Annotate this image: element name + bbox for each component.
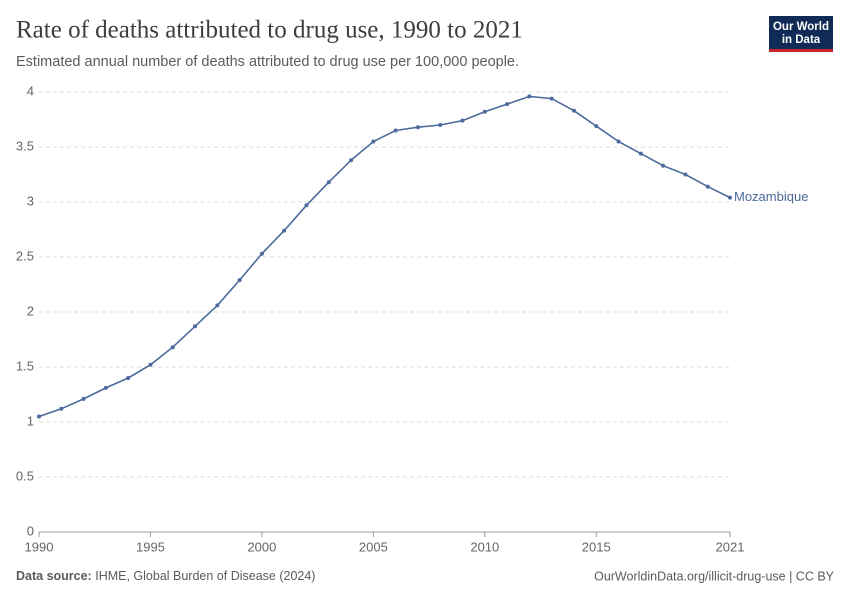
point (638, 151, 643, 156)
series-label: Mozambique (734, 189, 808, 204)
x-tick-label: 2021 (716, 539, 745, 554)
y-tick-label: 2 (27, 303, 34, 318)
point (215, 303, 220, 308)
point (148, 362, 153, 367)
point (571, 108, 576, 113)
y-tick-label: 0 (27, 523, 34, 538)
point (59, 406, 64, 411)
y-tick-label: 0.5 (16, 468, 34, 483)
point (81, 396, 86, 401)
point (170, 345, 175, 350)
logo-bar (769, 49, 833, 52)
point (415, 125, 420, 130)
y-tick-label: 1 (27, 413, 34, 428)
point (237, 278, 242, 283)
logo-text: Our World (773, 21, 829, 33)
point (527, 94, 532, 99)
point (304, 203, 309, 208)
point (326, 180, 331, 185)
logo-box (769, 16, 833, 52)
point (728, 195, 732, 200)
x-tick-label: 2015 (582, 539, 611, 554)
y-tick-label: 3 (27, 193, 34, 208)
y-tick-label: 1.5 (16, 358, 34, 373)
chart-title: Rate of deaths attributed to drug use, 1… (16, 17, 523, 44)
source-text: IHME, Global Burden of Disease (2024) (95, 569, 315, 583)
x-tick-label: 1995 (136, 539, 165, 554)
y-tick-label: 4 (27, 83, 34, 98)
point (37, 414, 41, 419)
x-tick-label: 1990 (25, 539, 54, 554)
point (103, 385, 108, 390)
point (438, 123, 443, 127)
x-tick-label: 2000 (247, 539, 276, 554)
logo-text: in Data (782, 34, 821, 46)
point (371, 139, 376, 144)
point (705, 184, 710, 189)
point (259, 251, 264, 256)
point (549, 96, 554, 101)
x-tick-label: 2010 (470, 539, 499, 554)
point (193, 324, 198, 329)
point (683, 172, 688, 177)
x-tick-label: 2005 (359, 539, 388, 554)
point (349, 158, 354, 163)
point (594, 124, 599, 129)
y-tick-label: 2.5 (16, 248, 34, 263)
point (393, 128, 398, 133)
source-label: Data source: (16, 569, 92, 583)
line (38, 95, 731, 418)
point (460, 118, 465, 123)
point (661, 163, 666, 168)
source: Data source: IHME, Global Burden of Dise… (16, 569, 315, 583)
point (616, 139, 621, 144)
point (282, 228, 287, 233)
url: OurWorldinData.org/illicit-drug-use | CC… (594, 569, 835, 583)
point (482, 109, 487, 114)
y-tick-label: 3.5 (16, 138, 34, 153)
point (505, 102, 510, 107)
point (126, 376, 131, 380)
chart-subtitle: Estimated annual number of deaths attrib… (16, 54, 519, 70)
